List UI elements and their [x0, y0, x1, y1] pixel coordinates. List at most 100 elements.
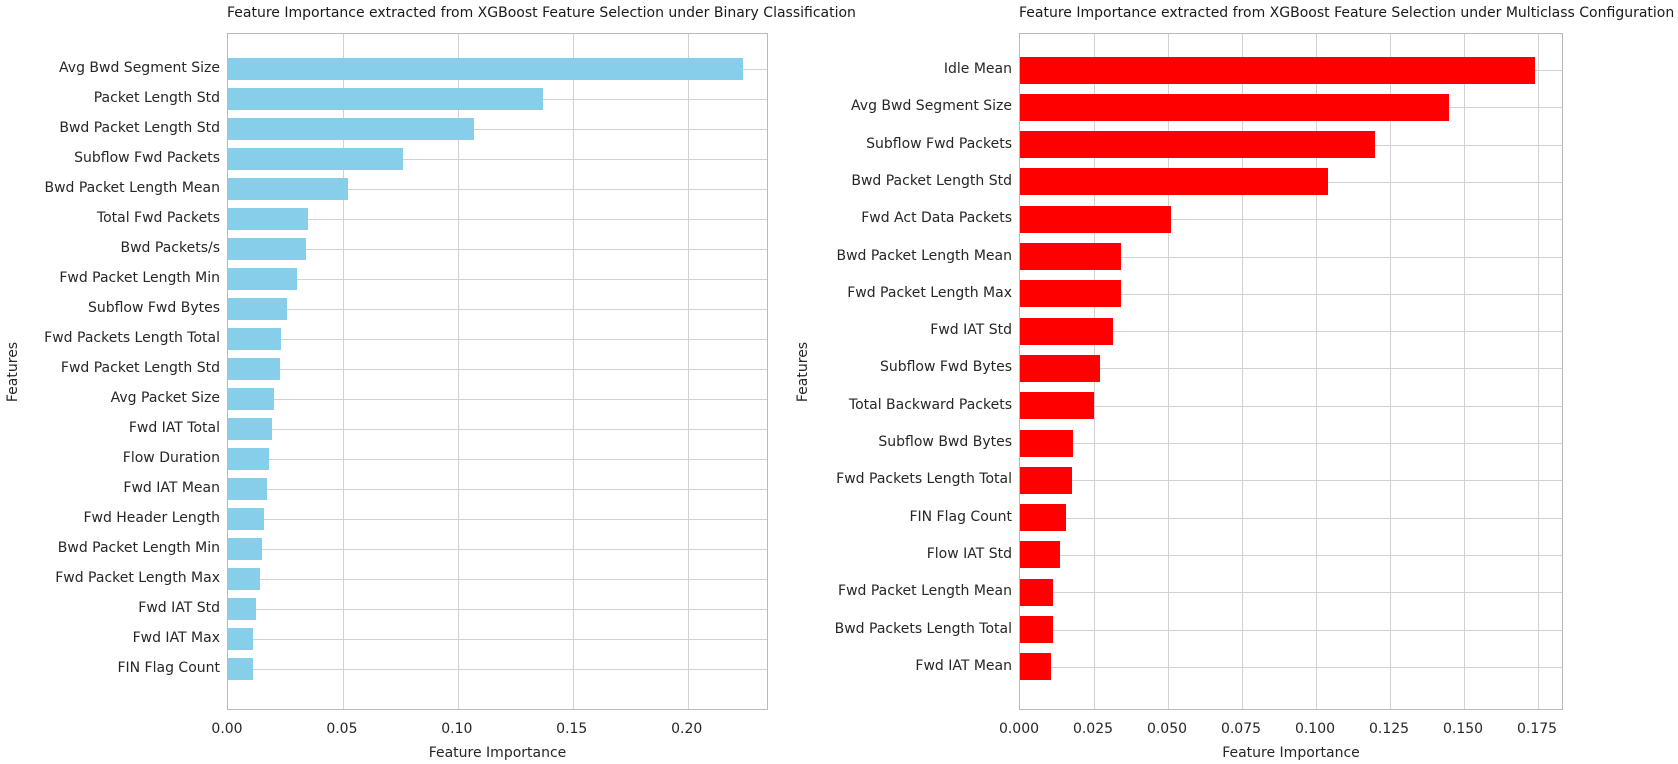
- y-tick-label: Fwd Header Length: [83, 510, 220, 526]
- y-gridline: [1020, 443, 1562, 444]
- x-tick-label: 0.20: [671, 721, 703, 737]
- y-tick-label: Bwd Packet Length Mean: [44, 180, 220, 196]
- y-tick-label: Avg Bwd Segment Size: [851, 98, 1012, 115]
- x-tick-label: 0.075: [1220, 721, 1262, 737]
- y-gridline: [228, 429, 767, 430]
- bar-fwd-packet-length-min: [228, 268, 297, 290]
- y-gridline: [228, 489, 767, 490]
- y-tick-label: Total Backward Packets: [848, 396, 1012, 413]
- y-tick-label: Bwd Packet Length Mean: [836, 247, 1012, 264]
- bar-total-backward-packets: [1020, 392, 1094, 420]
- y-gridline: [228, 369, 767, 370]
- y-tick-label: Packet Length Std: [93, 90, 220, 106]
- bar-fwd-packet-length-max: [228, 568, 261, 590]
- y-gridline: [1020, 331, 1562, 333]
- x-gridline: [1538, 34, 1540, 709]
- x-tick-label: 0.000: [998, 721, 1040, 737]
- y-gridline: [228, 129, 767, 130]
- bar-fwd-act-data-packets: [1020, 205, 1171, 233]
- x-tick-label: 0.00: [211, 721, 243, 737]
- x-gridline: [687, 34, 689, 709]
- y-gridline: [228, 639, 767, 640]
- y-gridline: [228, 339, 767, 340]
- x-gridline: [342, 34, 344, 709]
- bar-subflow-fwd-packets: [228, 148, 403, 170]
- bar-fwd-packet-length-std: [228, 358, 280, 380]
- y-tick-label: Flow IAT Std: [926, 545, 1012, 562]
- bar-flow-duration: [228, 448, 270, 470]
- x-tick-label: 0.100: [1294, 721, 1336, 737]
- y-tick-label: Fwd Packet Length Std: [60, 360, 220, 376]
- y-gridline: [1020, 554, 1562, 556]
- y-tick-label: Fwd IAT Mean: [915, 657, 1012, 674]
- y-axis-label-multiclass: Features: [795, 341, 811, 402]
- bar-fwd-packet-length-mean: [1020, 578, 1053, 606]
- x-gridline: [1168, 34, 1169, 709]
- y-tick-label: Fwd IAT Total: [128, 420, 220, 436]
- y-tick-label: Fwd Packet Length Max: [847, 284, 1012, 301]
- x-gridline: [1316, 34, 1317, 709]
- y-tick-label: Fwd Packet Length Max: [55, 570, 220, 586]
- bar-avg-packet-size: [228, 388, 274, 410]
- y-tick-label: Idle Mean: [943, 61, 1012, 77]
- bar-idle-mean: [1020, 56, 1536, 84]
- bar-fwd-iat-total: [228, 418, 272, 440]
- y-gridline: [228, 549, 767, 550]
- y-tick-label: Subflow Fwd Packets: [866, 135, 1012, 152]
- x-tick-label: 0.15: [556, 721, 588, 737]
- bar-fin-flag-count: [228, 658, 254, 680]
- y-tick-label: Total Fwd Packets: [96, 210, 220, 226]
- x-tick-label: 0.125: [1368, 721, 1410, 737]
- bar-fwd-iat-mean: [1020, 653, 1052, 681]
- y-tick-label: Bwd Packets Length Total: [834, 620, 1012, 637]
- x-tick-label: 0.10: [441, 721, 473, 737]
- bar-bwd-packet-length-mean: [1020, 243, 1121, 270]
- bar-fwd-packet-length-max: [1020, 280, 1121, 308]
- y-tick-label: Fwd IAT Mean: [123, 480, 220, 496]
- y-tick-label: Fwd Packets Length Total: [836, 471, 1012, 488]
- y-tick-label: FIN Flag Count: [909, 508, 1012, 525]
- bar-fwd-header-length: [228, 508, 264, 530]
- y-gridline: [228, 519, 767, 520]
- y-tick-label: Avg Bwd Segment Size: [59, 60, 220, 76]
- bar-packet-length-std: [228, 88, 543, 110]
- bar-flow-iat-std: [1020, 541, 1060, 569]
- y-gridline: [228, 189, 767, 190]
- bar-fwd-iat-max: [228, 628, 254, 650]
- bar-bwd-packet-length-std: [228, 118, 474, 140]
- bar-avg-bwd-segment-size: [1020, 93, 1450, 121]
- y-gridline: [228, 669, 767, 670]
- x-tick-label: 0.050: [1146, 721, 1188, 737]
- y-gridline: [228, 219, 767, 220]
- y-tick-label: Fwd IAT Std: [138, 600, 220, 616]
- y-gridline: [228, 579, 767, 580]
- y-tick-label: Fwd IAT Max: [132, 630, 220, 646]
- x-tick-label: 0.175: [1516, 721, 1558, 737]
- y-gridline: [228, 309, 767, 310]
- y-gridline: [228, 399, 767, 400]
- x-gridline: [1390, 34, 1392, 709]
- x-gridline: [457, 34, 459, 709]
- y-gridline: [1020, 256, 1562, 258]
- y-gridline: [1020, 368, 1562, 370]
- bar-fwd-iat-std: [1020, 317, 1114, 345]
- bar-bwd-packet-length-std: [1020, 168, 1328, 196]
- bar-subflow-fwd-packets: [1020, 131, 1376, 159]
- y-tick-label: Fwd Act Data Packets: [861, 210, 1012, 227]
- y-tick-label: Bwd Packet Length Std: [851, 172, 1012, 189]
- bar-bwd-packet-length-mean: [228, 178, 348, 200]
- y-axis-label-binary: Features: [5, 341, 21, 402]
- x-axis-label-binary: Feature Importance: [428, 745, 567, 761]
- bar-bwd-packet-length-min: [228, 538, 263, 560]
- bar-bwd-packets-s: [228, 238, 307, 260]
- x-gridline: [1464, 34, 1466, 709]
- y-gridline: [228, 249, 767, 250]
- x-axis-label-multiclass: Feature Importance: [1222, 745, 1360, 761]
- x-gridline: [572, 34, 574, 709]
- bar-fwd-packets-length-total: [1020, 466, 1072, 494]
- x-tick-label: 0.150: [1442, 721, 1484, 737]
- y-tick-label: Avg Packet Size: [110, 390, 220, 406]
- x-tick-label: 0.05: [326, 721, 358, 737]
- bar-avg-bwd-segment-size: [228, 58, 743, 80]
- bar-total-fwd-packets: [228, 208, 309, 230]
